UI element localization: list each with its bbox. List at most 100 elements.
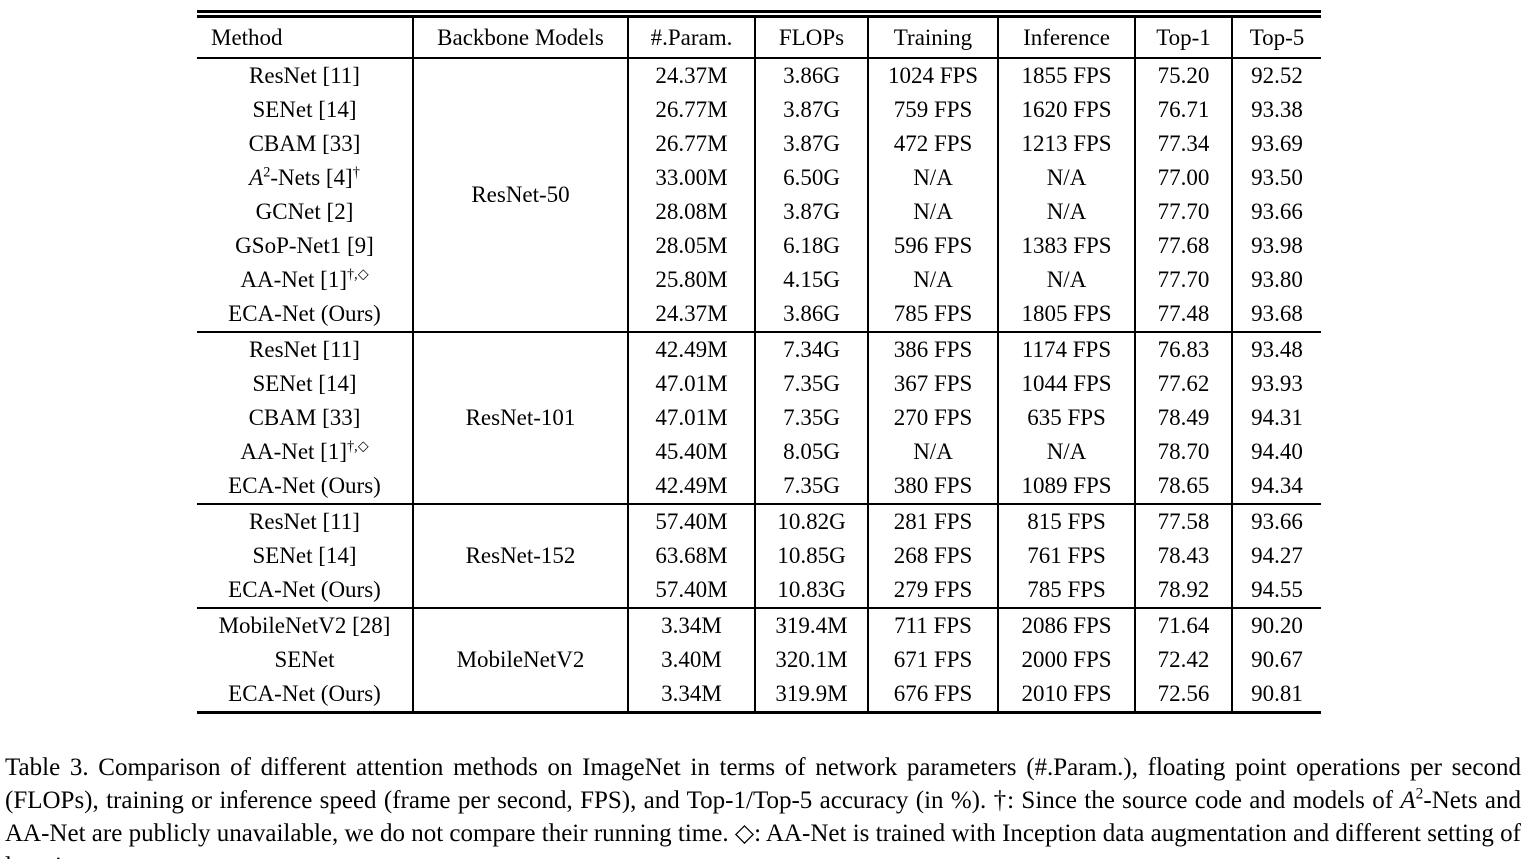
column-header-params: #.Param. — [627, 14, 755, 59]
inference-fps-cell: 1383 FPS — [997, 229, 1135, 263]
params-cell: 26.77M — [627, 127, 755, 161]
top5-cell: 93.50 — [1231, 161, 1321, 195]
inference-fps-cell: 1089 FPS — [997, 469, 1135, 504]
table-row: ECA-Net (Ours) 42.49M 7.35G 380 FPS 1089… — [197, 469, 1321, 504]
backbone-cell: MobileNetV2 — [412, 608, 628, 713]
training-fps-cell: 268 FPS — [867, 539, 998, 573]
inference-fps-cell: 761 FPS — [997, 539, 1135, 573]
method-cell: GCNet [2] — [255, 199, 354, 224]
header-row: Method Backbone Models #.Param. FLOPs Tr… — [197, 14, 1321, 59]
method-cell: ECA-Net (Ours) — [228, 681, 381, 706]
params-cell: 3.34M — [627, 677, 755, 713]
inference-fps-cell: 785 FPS — [997, 573, 1135, 608]
flops-cell: 7.35G — [754, 469, 868, 504]
table-row: ECA-Net (Ours) 57.40M 10.83G 279 FPS 785… — [197, 573, 1321, 608]
top1-cell: 78.43 — [1134, 539, 1232, 573]
comparison-table: Method Backbone Models #.Param. FLOPs Tr… — [197, 10, 1321, 714]
top1-cell: 76.71 — [1134, 93, 1232, 127]
table-row: SENet [14] 47.01M 7.35G 367 FPS 1044 FPS… — [197, 367, 1321, 401]
params-cell: 33.00M — [627, 161, 755, 195]
column-header-inference: Inference — [997, 14, 1135, 59]
method-cell: ResNet [11] — [249, 509, 360, 534]
top5-cell: 94.31 — [1231, 401, 1321, 435]
inference-fps-cell: 2000 FPS — [997, 643, 1135, 677]
top1-cell: 77.62 — [1134, 367, 1232, 401]
top5-cell: 93.66 — [1231, 195, 1321, 229]
inference-fps-cell: 635 FPS — [997, 401, 1135, 435]
inference-fps-cell: N/A — [997, 195, 1135, 229]
top5-cell: 93.69 — [1231, 127, 1321, 161]
table-row: CBAM [33] 26.77M 3.87G 472 FPS 1213 FPS … — [197, 127, 1321, 161]
top1-cell: 77.58 — [1134, 504, 1232, 539]
method-cell: SENet [14] — [252, 97, 357, 122]
top1-cell: 77.68 — [1134, 229, 1232, 263]
training-fps-cell: 711 FPS — [867, 608, 998, 643]
method-cell: ResNet [11] — [249, 63, 360, 88]
flops-cell: 6.50G — [754, 161, 868, 195]
top5-cell: 90.67 — [1231, 643, 1321, 677]
flops-cell: 319.9M — [754, 677, 868, 713]
training-fps-cell: 1024 FPS — [867, 58, 998, 93]
table-row: ResNet [11] ResNet-50 24.37M 3.86G 1024 … — [197, 58, 1321, 332]
inference-fps-cell: N/A — [997, 263, 1135, 297]
top5-cell: 94.40 — [1231, 435, 1321, 469]
column-header-backbone: Backbone Models — [412, 14, 628, 59]
method-cell: CBAM [33] — [248, 131, 361, 156]
top5-cell: 94.34 — [1231, 469, 1321, 504]
top5-cell: 90.20 — [1231, 608, 1321, 643]
flops-cell: 3.87G — [754, 127, 868, 161]
params-cell: 45.40M — [627, 435, 755, 469]
table-row: ECA-Net (Ours) 3.34M 319.9M 676 FPS 2010… — [197, 677, 1321, 713]
inference-fps-cell: 1174 FPS — [997, 332, 1135, 367]
params-cell: 28.08M — [627, 195, 755, 229]
group-resnet101: ResNet [11] ResNet-101 42.49M 7.34G 386 … — [197, 332, 1321, 504]
table-row: ECA-Net (Ours) 24.37M 3.86G 785 FPS 1805… — [197, 297, 1321, 332]
flops-cell: 3.86G — [754, 58, 868, 93]
flops-cell: 3.87G — [754, 93, 868, 127]
group-resnet152: ResNet [11] ResNet-152 57.40M 10.82G 281… — [197, 504, 1321, 608]
inference-fps-cell: 1620 FPS — [997, 93, 1135, 127]
method-cell: ResNet [11] — [249, 337, 360, 362]
top1-cell: 72.56 — [1134, 677, 1232, 713]
params-cell: 26.77M — [627, 93, 755, 127]
method-cell: AA-Net [1]†,◇ — [240, 438, 369, 464]
table-row: GCNet [2] 28.08M 3.87G N/A N/A 77.70 93.… — [197, 195, 1321, 229]
backbone-cell: ResNet-50 — [412, 58, 628, 332]
training-fps-cell: N/A — [867, 195, 998, 229]
top5-cell: 93.80 — [1231, 263, 1321, 297]
training-fps-cell: 281 FPS — [867, 504, 998, 539]
top5-cell: 93.98 — [1231, 229, 1321, 263]
params-cell: 28.05M — [627, 229, 755, 263]
flops-cell: 3.87G — [754, 195, 868, 229]
training-fps-cell: 759 FPS — [867, 93, 998, 127]
flops-cell: 7.34G — [754, 332, 868, 367]
method-cell: ECA-Net (Ours) — [228, 301, 381, 326]
table-row: ResNet [11] ResNet-101 42.49M 7.34G 386 … — [197, 332, 1321, 504]
method-cell: CBAM [33] — [248, 405, 361, 430]
method-cell: MobileNetV2 [28] — [218, 613, 391, 638]
method-cell: SENet [14] — [252, 543, 357, 568]
backbone-cell: ResNet-152 — [412, 504, 628, 608]
training-fps-cell: N/A — [867, 161, 998, 195]
top5-cell: 92.52 — [1231, 58, 1321, 93]
group-resnet50: ResNet [11] ResNet-50 24.37M 3.86G 1024 … — [197, 58, 1321, 332]
top1-cell: 78.92 — [1134, 573, 1232, 608]
training-fps-cell: 676 FPS — [867, 677, 998, 713]
top5-cell: 93.68 — [1231, 297, 1321, 332]
column-header-top5: Top-5 — [1231, 14, 1321, 59]
flops-cell: 8.05G — [754, 435, 868, 469]
top1-cell: 78.49 — [1134, 401, 1232, 435]
table-row: AA-Net [1]†,◇ 25.80M 4.15G N/A N/A 77.70… — [197, 263, 1321, 297]
flops-cell: 7.35G — [754, 367, 868, 401]
method-cell: SENet — [274, 647, 335, 672]
params-cell: 3.34M — [627, 608, 755, 643]
training-fps-cell: 785 FPS — [867, 297, 998, 332]
training-fps-cell: 380 FPS — [867, 469, 998, 504]
params-cell: 57.40M — [627, 573, 755, 608]
column-header-top1: Top-1 — [1134, 14, 1232, 59]
top5-cell: 90.81 — [1231, 677, 1321, 713]
params-cell: 24.37M — [627, 297, 755, 332]
table-row: SENet [14] 26.77M 3.87G 759 FPS 1620 FPS… — [197, 93, 1321, 127]
params-cell: 42.49M — [627, 332, 755, 367]
